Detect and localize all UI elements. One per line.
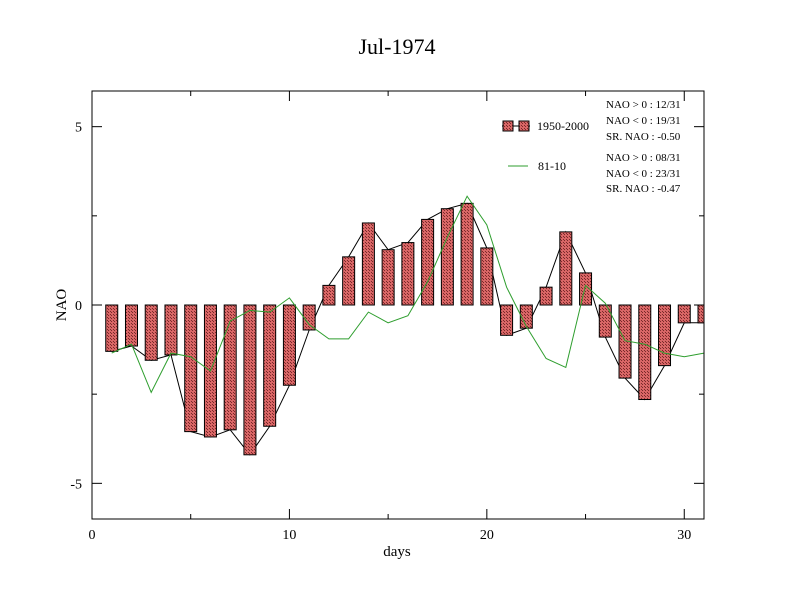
bar-day-16 (401, 242, 415, 306)
legend-bar-swatch (518, 120, 530, 132)
stat-nao-negative: NAO < 0 : 19/31 (606, 115, 681, 127)
stat-nao-positive: NAO > 0 : 08/31 (606, 152, 681, 164)
bar-day-2 (124, 304, 138, 347)
axis-tick-labels: 0 10 20 30 -5 0 5 (70, 121, 691, 543)
bar-day-1 (105, 304, 119, 352)
legend-label-1950-2000: 1950-2000 (537, 119, 589, 133)
bar-day-14 (361, 222, 375, 306)
line-81-10 (111, 195, 705, 394)
bar-day-5 (184, 304, 198, 433)
y-tick-label: -5 (70, 477, 82, 492)
bar-day-22 (519, 304, 533, 329)
line-series-81-10 (111, 195, 705, 394)
legend-label-81-10: 81-10 (538, 159, 566, 173)
bar-day-11 (302, 304, 316, 331)
x-tick-label: 20 (480, 528, 494, 543)
x-tick-label: 30 (677, 528, 691, 543)
bar-day-9 (263, 304, 277, 427)
bar-day-8 (243, 304, 257, 456)
stat-nao-negative: NAO < 0 : 23/31 (606, 168, 681, 180)
stat-nao-positive: NAO > 0 : 12/31 (606, 99, 681, 111)
stat-sr-nao: SR. NAO : -0.50 (606, 131, 681, 143)
stats-1950-2000: NAO > 0 : 12/31 NAO < 0 : 19/31 SR. NAO … (606, 99, 681, 143)
stat-sr-nao: SR. NAO : -0.47 (606, 183, 681, 195)
bar-day-17 (421, 218, 435, 306)
y-tick-label: 5 (75, 121, 82, 136)
bar-day-18 (440, 208, 454, 306)
bar-day-7 (223, 304, 237, 431)
legend-bar-swatch (502, 120, 514, 132)
legend: 1950-2000 81-10 (502, 119, 589, 173)
bar-tip-connector (111, 202, 704, 456)
y-axis-label: NAO (54, 289, 70, 322)
stats-81-10: NAO > 0 : 08/31 NAO < 0 : 23/31 SR. NAO … (606, 152, 681, 195)
bar-day-15 (381, 249, 395, 306)
chart-title: Jul-1974 (359, 34, 436, 59)
bar-day-3 (144, 304, 158, 361)
bar-day-24 (559, 231, 573, 306)
bar-day-10 (282, 304, 296, 386)
bar-day-30 (677, 304, 691, 324)
bar-day-20 (480, 247, 494, 306)
bar-day-28 (638, 304, 652, 401)
x-axis-label: days (383, 544, 411, 560)
axis-ticks (91, 91, 704, 519)
bar-day-12 (322, 284, 336, 306)
bar-day-19 (460, 202, 474, 306)
bar-day-29 (658, 304, 672, 367)
x-tick-label: 0 (89, 528, 96, 543)
bar-day-23 (539, 286, 553, 306)
bar-day-26 (598, 304, 612, 338)
bar-day-13 (342, 256, 356, 306)
bar-series-1950-2000 (105, 202, 705, 456)
bar-day-21 (500, 304, 514, 336)
bar-day-4 (164, 304, 178, 356)
y-tick-label: 0 (75, 299, 82, 314)
bar-day-31 (697, 304, 705, 324)
x-tick-label: 10 (282, 528, 296, 543)
